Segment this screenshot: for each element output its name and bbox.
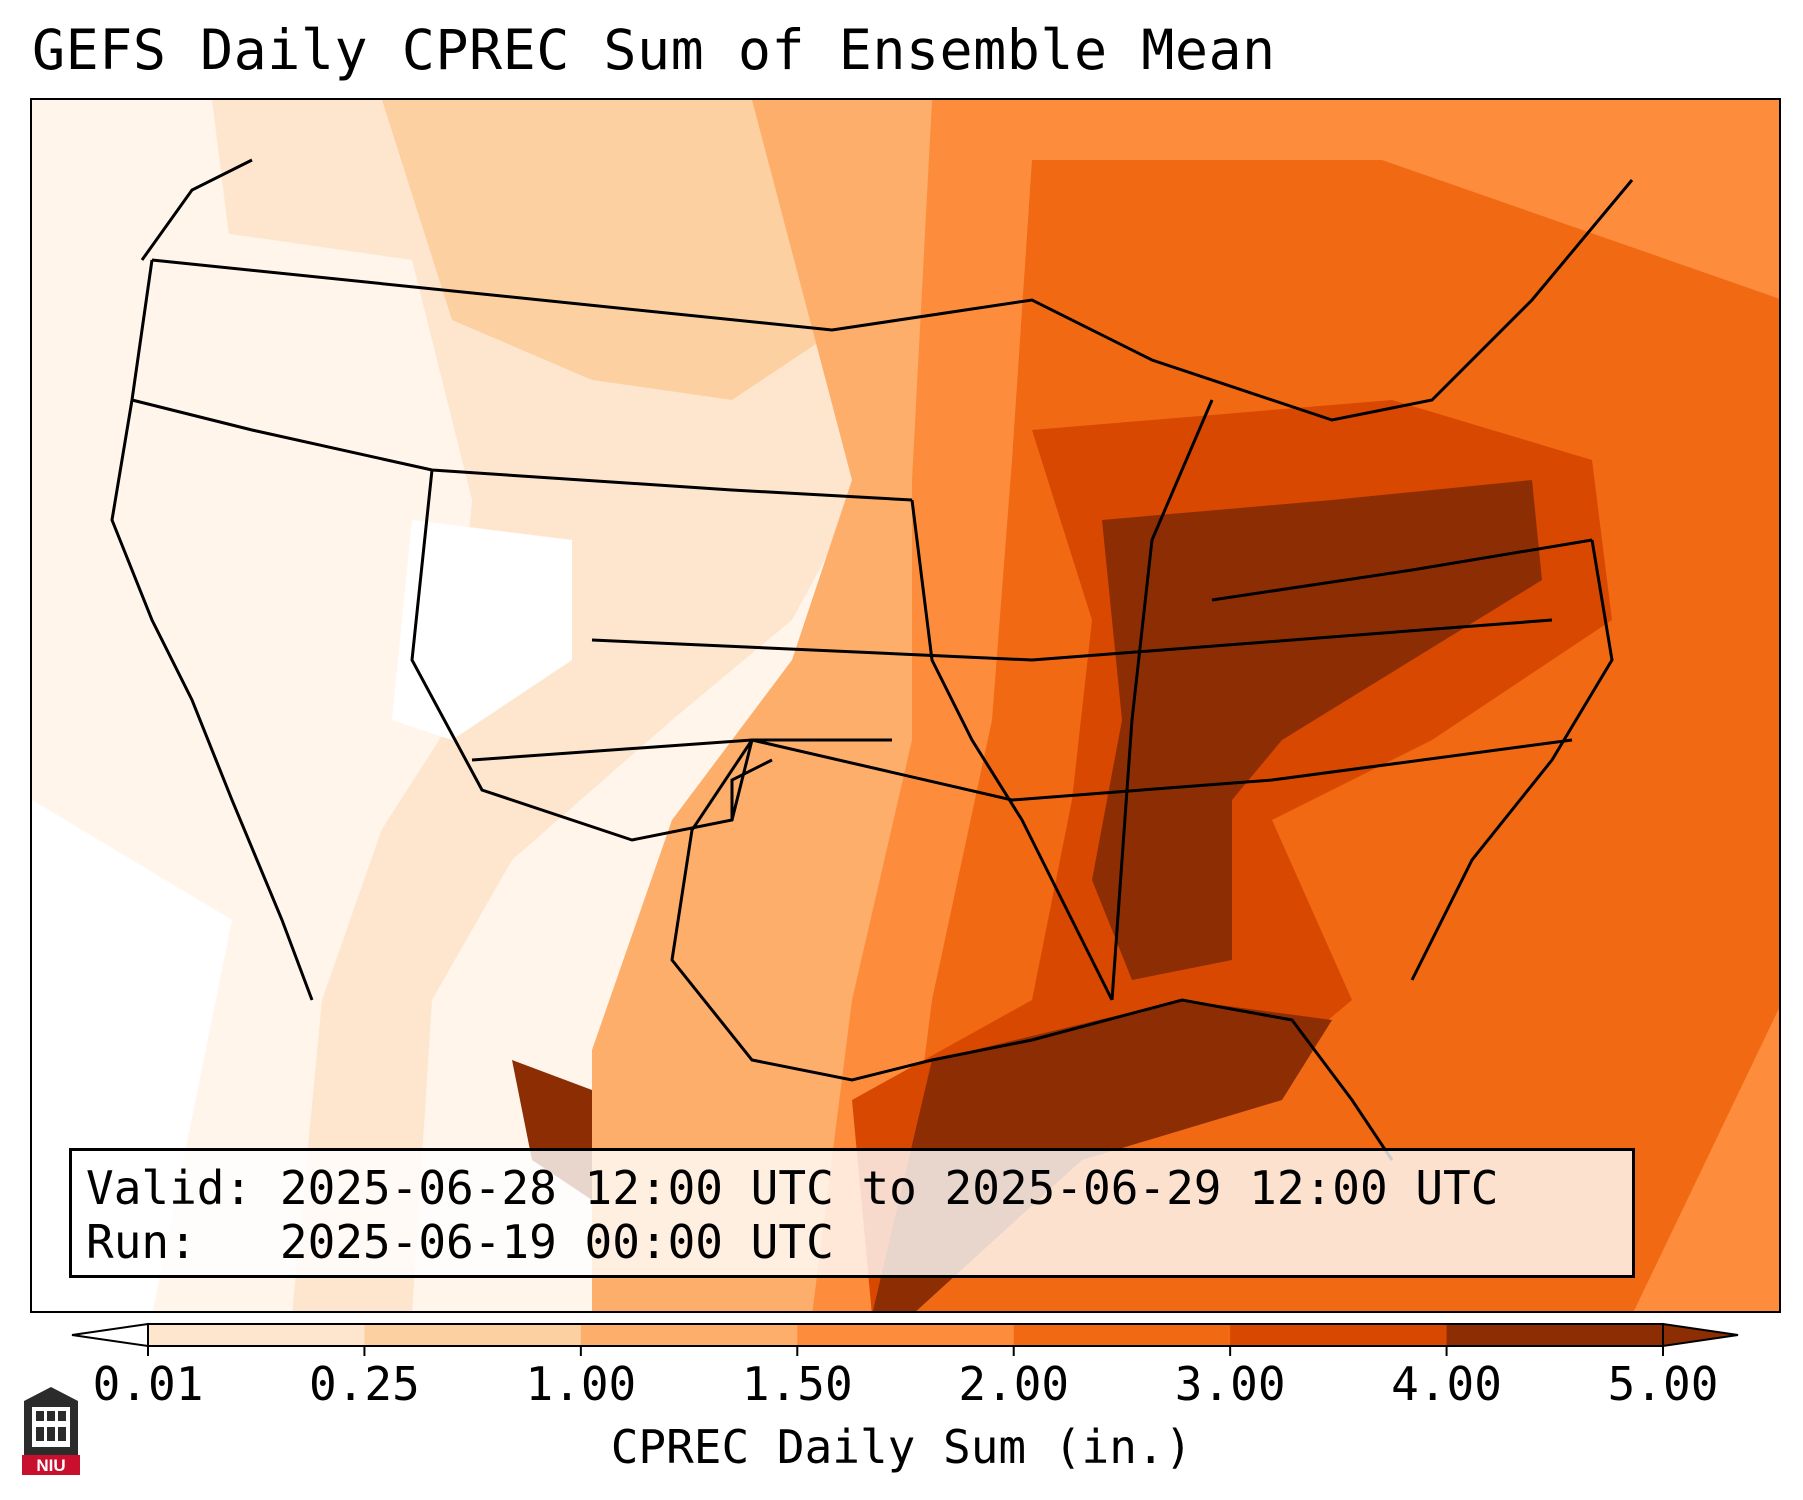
colorbar-tick-label: 5.00	[1607, 1357, 1719, 1411]
colorbar-segment	[148, 1324, 365, 1346]
map-title: GEFS Daily CPREC Sum of Ensemble Mean	[32, 18, 1276, 82]
colorbar	[71, 1322, 1739, 1356]
colorbar-tick-label: 1.50	[741, 1357, 853, 1411]
colorbar-segment	[580, 1324, 798, 1346]
run-line: Run: 2025-06-19 00:00 UTC	[86, 1215, 834, 1269]
colorbar-under-arrow	[71, 1322, 149, 1348]
colorbar-segment	[1230, 1324, 1448, 1346]
colorbar-segment	[364, 1324, 582, 1346]
svg-text:NIU: NIU	[36, 1456, 65, 1475]
colorbar-segment	[797, 1324, 1015, 1346]
colorbar-segment	[1446, 1324, 1664, 1346]
colorbar-segment	[1013, 1324, 1231, 1346]
valid-text: 2025-06-28 12:00 UTC to 2025-06-29 12:00…	[279, 1161, 1499, 1215]
colorbar-tick-label: 2.00	[958, 1357, 1070, 1411]
valid-label: Valid:	[86, 1161, 253, 1215]
colorbar-tick-label: 0.25	[309, 1357, 420, 1411]
colorbar-tick-label: 1.00	[525, 1357, 637, 1411]
precipitation-map: Valid: 2025-06-28 12:00 UTC to 2025-06-2…	[30, 98, 1781, 1313]
info-box: Valid: 2025-06-28 12:00 UTC to 2025-06-2…	[69, 1148, 1635, 1278]
precipitation-field	[32, 100, 1779, 1311]
colorbar-tick-label: 4.00	[1391, 1357, 1502, 1411]
colorbar-tick-label: 0.01	[92, 1357, 204, 1411]
run-label: Run:	[86, 1215, 197, 1269]
colorbar-label: CPREC Daily Sum (in.)	[610, 1420, 1193, 1474]
run-text: 2025-06-19 00:00 UTC	[279, 1215, 834, 1269]
colorbar-outline	[147, 1323, 1664, 1347]
niu-logo-icon: NIU	[22, 1387, 80, 1475]
colorbar-over-arrow	[1662, 1322, 1739, 1348]
colorbar-tick-label: 3.00	[1174, 1357, 1286, 1411]
valid-line: Valid: 2025-06-28 12:00 UTC to 2025-06-2…	[86, 1161, 1498, 1215]
